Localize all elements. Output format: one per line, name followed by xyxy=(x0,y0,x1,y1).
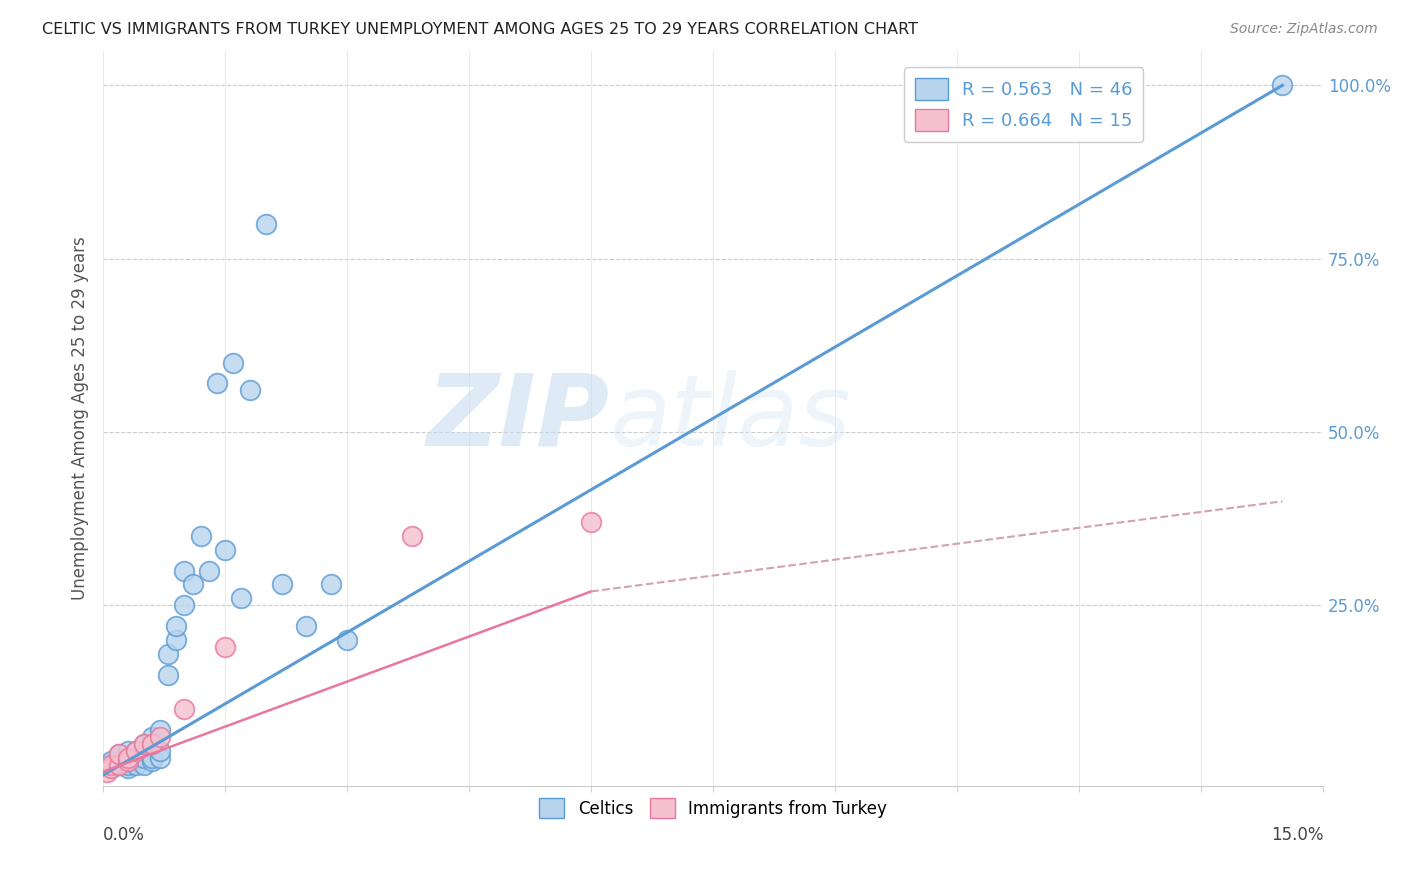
Point xyxy=(149,751,172,765)
Point xyxy=(100,757,122,772)
Point xyxy=(96,764,118,779)
Point xyxy=(295,619,318,633)
Point xyxy=(100,761,122,775)
Point xyxy=(108,747,131,762)
Point xyxy=(124,751,146,765)
Point xyxy=(254,217,277,231)
Point xyxy=(214,640,236,654)
Point xyxy=(165,619,187,633)
Text: Source: ZipAtlas.com: Source: ZipAtlas.com xyxy=(1230,22,1378,37)
Legend: Celtics, Immigrants from Turkey: Celtics, Immigrants from Turkey xyxy=(533,791,894,825)
Point xyxy=(108,747,131,762)
Point xyxy=(173,702,195,716)
Point xyxy=(149,723,172,737)
Point xyxy=(157,647,180,661)
Point xyxy=(181,577,204,591)
Point xyxy=(117,761,139,775)
Text: atlas: atlas xyxy=(609,369,851,467)
Point xyxy=(165,632,187,647)
Point xyxy=(319,577,342,591)
Point xyxy=(100,754,122,768)
Point xyxy=(132,737,155,751)
Point xyxy=(117,754,139,768)
Point xyxy=(117,757,139,772)
Point xyxy=(238,384,260,398)
Point xyxy=(141,737,163,751)
Point xyxy=(96,757,118,772)
Point xyxy=(401,529,423,543)
Point xyxy=(141,730,163,744)
Point xyxy=(1271,78,1294,93)
Point xyxy=(124,757,146,772)
Point xyxy=(214,542,236,557)
Point xyxy=(149,730,172,744)
Text: CELTIC VS IMMIGRANTS FROM TURKEY UNEMPLOYMENT AMONG AGES 25 TO 29 YEARS CORRELAT: CELTIC VS IMMIGRANTS FROM TURKEY UNEMPLO… xyxy=(42,22,918,37)
Text: 0.0%: 0.0% xyxy=(103,826,145,844)
Point xyxy=(190,529,212,543)
Point xyxy=(100,761,122,775)
Point xyxy=(271,577,294,591)
Point xyxy=(141,751,163,765)
Point xyxy=(132,737,155,751)
Point xyxy=(104,757,127,772)
Text: 15.0%: 15.0% xyxy=(1271,826,1323,844)
Point xyxy=(336,632,359,647)
Point xyxy=(132,757,155,772)
Point xyxy=(108,757,131,772)
Point xyxy=(108,754,131,768)
Point xyxy=(117,751,139,765)
Point xyxy=(579,515,602,529)
Point xyxy=(124,744,146,758)
Point xyxy=(141,754,163,768)
Point xyxy=(173,599,195,613)
Y-axis label: Unemployment Among Ages 25 to 29 years: Unemployment Among Ages 25 to 29 years xyxy=(72,236,89,600)
Point xyxy=(108,757,131,772)
Text: ZIP: ZIP xyxy=(426,369,609,467)
Point xyxy=(149,744,172,758)
Point xyxy=(173,564,195,578)
Point xyxy=(222,356,245,370)
Point xyxy=(157,667,180,681)
Point xyxy=(205,376,228,391)
Point xyxy=(231,591,253,606)
Point xyxy=(100,757,122,772)
Point xyxy=(117,754,139,768)
Point xyxy=(132,751,155,765)
Point xyxy=(117,744,139,758)
Point xyxy=(198,564,221,578)
Point xyxy=(108,751,131,765)
Point xyxy=(117,751,139,765)
Point xyxy=(124,744,146,758)
